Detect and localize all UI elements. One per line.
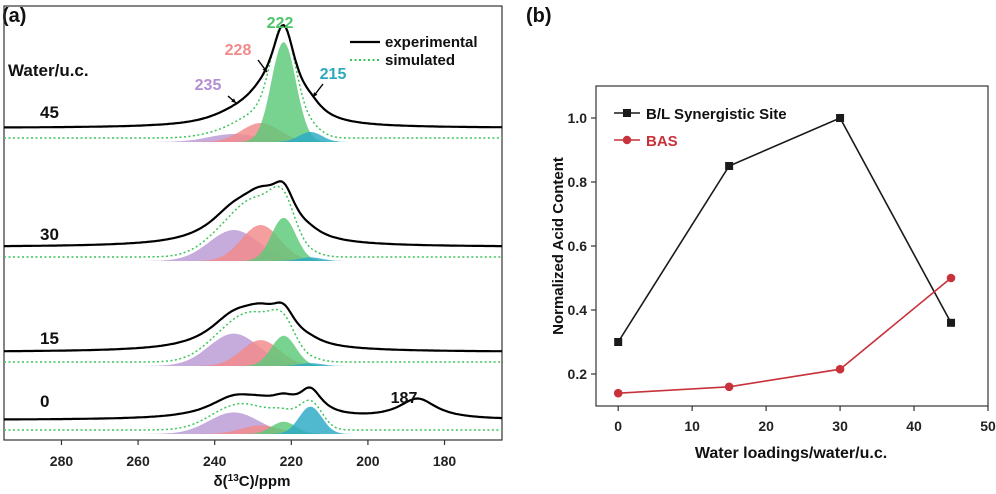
peak-label-222: 222 [267, 15, 294, 32]
component-215-water-15 [264, 363, 357, 366]
series-bas [613, 273, 956, 398]
plot-b: 0 10 20 30 40 50 0.2 0.4 0.6 0.8 1.0 [568, 85, 996, 434]
x-tick-label-a: 220 [280, 453, 304, 469]
spectrum-water-45: 45 [4, 23, 502, 143]
y-tick-label-b: 0.8 [568, 174, 588, 190]
series-line-0 [617, 116, 952, 343]
simulated-line-water-30 [4, 185, 502, 258]
y-tick-label-b: 1.0 [568, 110, 588, 126]
water-label-30: 30 [40, 225, 59, 244]
component-235-water-30 [134, 230, 334, 261]
x-axis-label-b: Water loadings/water/u.c. [695, 445, 887, 462]
legend-bas-marker [622, 135, 632, 145]
component-235-water-15 [134, 333, 334, 366]
data-point-bl-15 [725, 162, 734, 170]
legend-a: experimental simulated [350, 34, 478, 69]
peak-label-235: 235 [195, 77, 222, 94]
component-228-water-0 [184, 425, 338, 434]
x-axis-label-a: δ(13C)/ppm [214, 473, 291, 490]
water-label-15: 15 [40, 329, 59, 348]
component-235-water-0 [134, 412, 334, 434]
data-point-bas-45 [946, 273, 956, 283]
peak-label-187: 187 [391, 390, 418, 407]
legend-bl-label: B/L Synergistic Site [646, 106, 787, 123]
peak-arrowhead-235 [231, 98, 236, 103]
experimental-line-water-15 [4, 301, 502, 353]
component-215-water-30 [264, 257, 357, 261]
data-point-bl-30 [836, 114, 845, 122]
y-tick-label-b: 0.4 [568, 302, 588, 318]
panel-b-label: (b) [526, 5, 552, 27]
water-label-0: 0 [40, 392, 49, 411]
water-label-45: 45 [40, 103, 59, 122]
data-point-bl-0 [614, 338, 623, 346]
peak-label-228: 228 [225, 42, 252, 59]
data-point-bas-30 [835, 364, 845, 374]
experimental-line-water-0 [4, 386, 503, 421]
x-tick-label-a: 260 [126, 453, 150, 469]
series-line-1 [618, 277, 952, 394]
experimental-line-water-45 [4, 23, 502, 129]
axes-frame-a [3, 5, 503, 441]
x-tick-label-b: 40 [906, 418, 922, 434]
x-tick-label-b: 50 [980, 418, 996, 434]
x-tick-label-b: 0 [614, 418, 622, 434]
panel-a-label: (a) [2, 5, 26, 27]
peak-label-215: 215 [320, 66, 347, 83]
x-tick-label-b: 30 [832, 418, 848, 434]
experimental-line-water-30 [4, 180, 502, 248]
component-222-water-45 [234, 42, 333, 143]
y-axis-label-b: Normalized Acid Content [550, 157, 567, 335]
x-tick-label-a: 280 [50, 453, 74, 469]
plot-a: 280 260 240 220 200 180 45 30 15 0 235 228 222 215 187 [3, 5, 503, 469]
x-tick-label-a: 180 [433, 453, 457, 469]
component-222-water-30 [234, 217, 333, 261]
component-222-water-15 [234, 335, 333, 366]
legend-b: B/L Synergistic Site BAS [614, 106, 787, 150]
data-point-bl-45 [947, 318, 956, 327]
legend-experimental-label: experimental [385, 34, 478, 51]
component-215-water-45 [264, 132, 357, 142]
y-tick-label-b: 0.6 [568, 238, 588, 254]
component-228-water-15 [184, 340, 338, 366]
legend-bl-marker [623, 109, 631, 117]
peak-arrowhead-228 [262, 67, 267, 72]
spectrum-water-0: 0 [4, 386, 503, 434]
data-point-bas-15 [724, 382, 734, 392]
legend-bas-label: BAS [646, 133, 678, 150]
x-tick-label-b: 20 [758, 418, 774, 434]
y-tick-label-b: 0.2 [568, 366, 588, 382]
spectrum-water-15: 15 [4, 301, 502, 366]
component-228-water-30 [184, 225, 338, 261]
spectrum-water-30: 30 [4, 180, 502, 261]
x-tick-label-b: 10 [684, 418, 700, 434]
x-tick-label-a: 200 [356, 453, 380, 469]
legend-simulated-label: simulated [385, 52, 455, 69]
x-tick-label-a: 240 [203, 453, 227, 469]
component-215-water-0 [264, 406, 357, 434]
component-222-water-0 [234, 421, 333, 434]
simulated-line-water-15 [4, 308, 502, 363]
peak-arrowhead-215 [313, 92, 318, 97]
data-point-bas-0 [613, 388, 623, 398]
series-bl-synergistic [614, 114, 956, 346]
water-group-label: Water/u.c. [8, 61, 89, 80]
